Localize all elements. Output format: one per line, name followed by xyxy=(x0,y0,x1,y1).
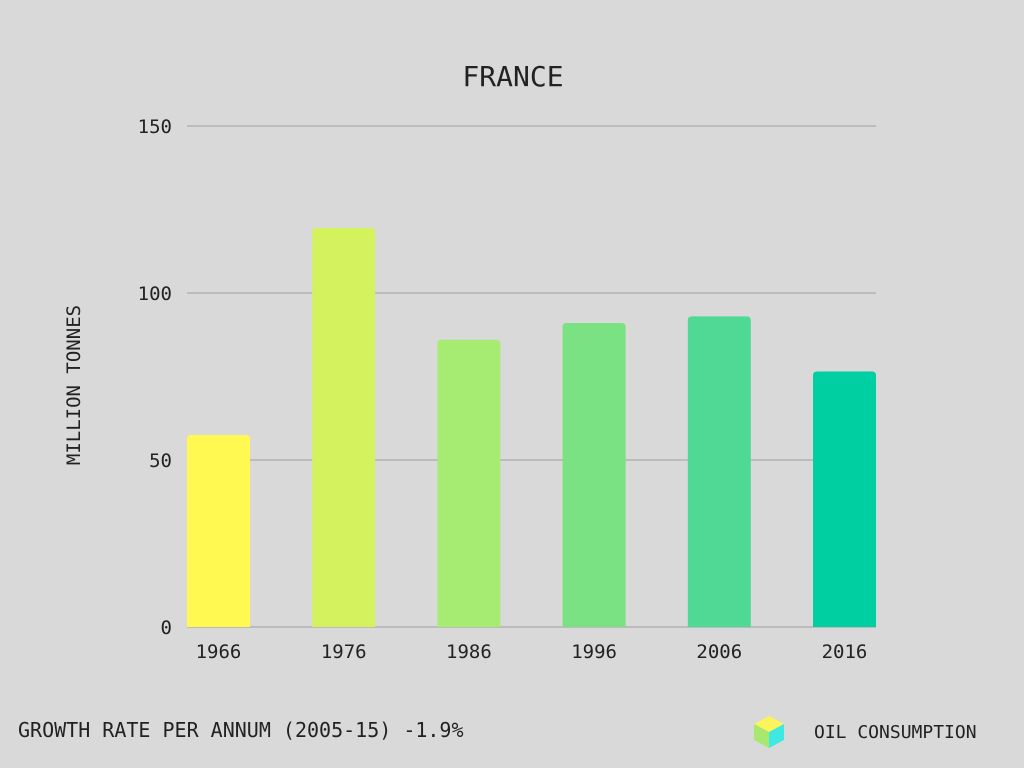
x-tick-label-2016: 2016 xyxy=(822,641,868,663)
y-axis-label: MILLION TONNES xyxy=(63,305,85,465)
x-tick-label-1996: 1996 xyxy=(571,641,617,663)
bar-2006 xyxy=(687,316,751,627)
x-tick-label-1966: 1966 xyxy=(196,641,242,663)
x-tick-label-1976: 1976 xyxy=(321,641,367,663)
gridlines xyxy=(187,125,876,628)
bar-1986 xyxy=(437,339,501,627)
y-tick-label-150: 150 xyxy=(138,116,172,138)
growth-rate-note: GROWTH RATE PER ANNUM (2005-15) -1.9% xyxy=(18,718,464,742)
bar-1996 xyxy=(562,323,626,627)
x-tick-label-1986: 1986 xyxy=(446,641,492,663)
x-tick-labels: 1966 1976 1986 1996 2006 2016 xyxy=(196,641,868,663)
bar-2016 xyxy=(813,371,876,627)
y-tick-label-0: 0 xyxy=(161,617,172,639)
cube-icon xyxy=(754,716,784,748)
legend-label-oil-consumption: OIL CONSUMPTION xyxy=(814,721,977,743)
y-tick-label-100: 100 xyxy=(138,283,172,305)
bar-1976 xyxy=(312,227,376,627)
y-tick-labels: 0 50 100 150 xyxy=(138,116,172,639)
x-tick-label-2006: 2006 xyxy=(696,641,742,663)
legend: OIL CONSUMPTION xyxy=(752,714,977,750)
bars xyxy=(187,227,876,627)
chart-title: FRANCE xyxy=(462,60,563,93)
bar-1966 xyxy=(187,434,250,627)
y-tick-label-50: 50 xyxy=(149,450,172,472)
